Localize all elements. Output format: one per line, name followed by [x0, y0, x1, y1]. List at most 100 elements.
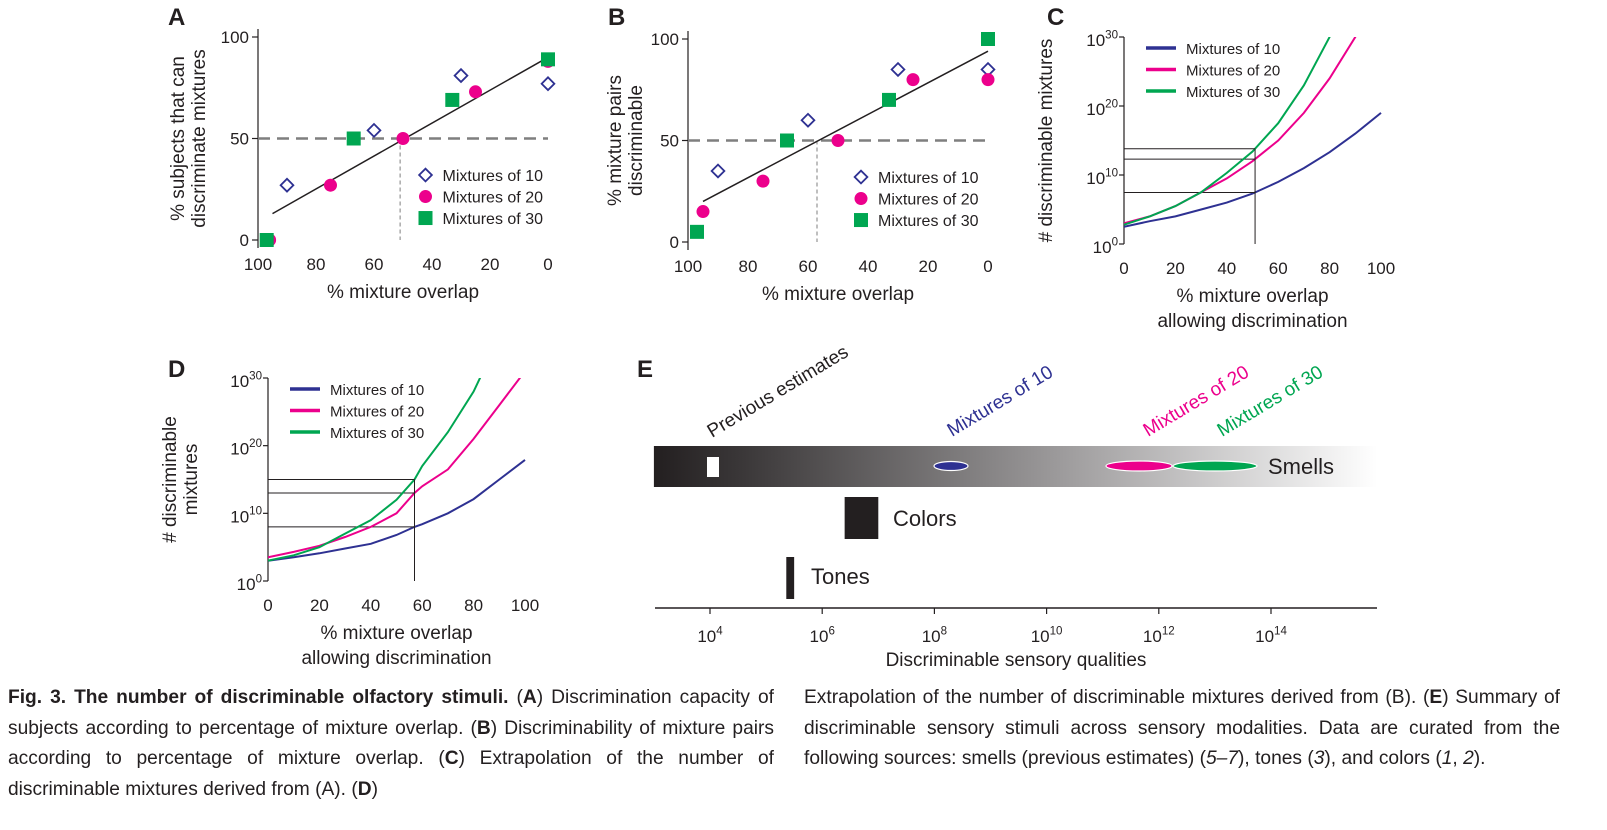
panel-a-ytick-label: 0 — [240, 231, 249, 250]
figure-caption-left: Fig. 3. The number of discriminable olfa… — [8, 687, 774, 800]
panel-b-point-mixtures-10 — [980, 61, 996, 78]
panel-a-scatter: 0 50 100 100 80 60 40 20 0 % mixture overlap % sub… — [168, 28, 556, 303]
figure-3: 0 50 100 100 80 60 40 20 0 % mixture overlap % sub… — [160, 4, 1395, 671]
panel-a-legend-1-marker — [417, 167, 434, 183]
panel-a-legend-2-marker — [419, 190, 432, 204]
panel-a-y-label-1: % subjects that can — [168, 56, 189, 221]
panel-c-line: 100 1010 1020 1030 0 20 40 60 80 100 % mixture ove… — [1036, 29, 1395, 332]
panel-b-y-label-1: % mixture pairs — [605, 75, 626, 206]
panel-b-point-mixtures-30 — [780, 133, 794, 148]
panel-e-xtick-label: 108 — [922, 625, 947, 646]
panel-d-series-1 — [268, 459, 526, 562]
panel-c-xtick-label: 60 — [1269, 259, 1288, 278]
panel-d-series-3 — [268, 378, 482, 562]
panel-e-tones-bar — [786, 557, 795, 599]
panel-e-x-label: Discriminable sensory qualities — [886, 650, 1147, 671]
panel-b-fit-line — [702, 50, 989, 203]
panel-a-legend-1-label: Mixtures of 10 — [443, 168, 544, 185]
panel-b-point-mixtures-30 — [690, 224, 704, 239]
panel-d-y-label-1: # discriminable — [160, 416, 181, 543]
panel-b-point-mixtures-20 — [696, 205, 710, 219]
panel-b-x-label: % mixture overlap — [762, 284, 914, 305]
panel-a-xtick-label: 100 — [244, 255, 272, 274]
panel-e-mixtures-30-marker — [1172, 460, 1258, 472]
panel-d-xtick-label: 60 — [413, 596, 432, 615]
panel-a-xtick-label: 0 — [543, 255, 552, 274]
panel-e-tones-label: Tones — [811, 564, 870, 589]
panel-b-legend-3-marker — [854, 213, 868, 228]
panel-b-scatter: 0 50 100 100 80 60 40 20 0 % mixture overlap % mix… — [605, 30, 996, 305]
panel-d-xtick-label: 40 — [361, 596, 380, 615]
panel-letter-d: D — [168, 356, 185, 383]
panel-d-y-label-2: mixtures — [181, 444, 202, 516]
panel-c-legend-1-label: Mixtures of 10 — [1186, 41, 1280, 58]
panel-a-point-mixtures-30 — [445, 92, 460, 107]
panel-a-point-mixtures-20 — [324, 178, 337, 192]
panel-d-legend-3-label: Mixtures of 30 — [330, 425, 424, 442]
panel-c-x-label-2: allowing discrimination — [1157, 311, 1347, 332]
panel-c-y-label-1: # discriminable mixtures — [1036, 39, 1057, 243]
panel-b-legend-2-label: Mixtures of 20 — [878, 192, 979, 209]
panel-a-xtick-label: 60 — [365, 255, 384, 274]
panel-c-series-1 — [1124, 112, 1382, 228]
panel-letter-b: B — [608, 4, 625, 31]
panel-b-ytick-label: 50 — [660, 132, 679, 151]
panel-e-colors-bar — [844, 497, 879, 539]
panel-d-ytick-label: 1020 — [230, 438, 262, 459]
panel-d-xtick-label: 0 — [263, 596, 272, 615]
panel-b-point-mixtures-10 — [800, 112, 816, 128]
panel-b-legend-1-marker — [853, 169, 869, 185]
panel-e-mixtures-10-marker — [933, 460, 969, 472]
panel-b-xtick-label: 40 — [859, 257, 878, 276]
panel-a-legend-3-marker — [418, 211, 433, 226]
panel-d-xtick-label: 80 — [464, 596, 483, 615]
panel-a-point-mixtures-10 — [540, 76, 556, 92]
panel-c-xtick-label: 80 — [1320, 259, 1339, 278]
panel-d-legend-1-label: Mixtures of 10 — [330, 382, 424, 399]
panel-c-xtick-label: 40 — [1217, 259, 1236, 278]
panel-b-xtick-label: 60 — [799, 257, 818, 276]
panel-b-xtick-label: 20 — [919, 257, 938, 276]
panel-d-x-label-1: % mixture overlap — [320, 623, 472, 644]
figure-caption-right: Extrapolation of the number of discrimin… — [804, 687, 1561, 769]
panel-b-point-mixtures-30 — [882, 92, 896, 107]
panel-a-point-mixtures-30 — [259, 233, 274, 247]
panel-e-range: 104 106 108 1010 1012 1014 Discriminable senso… — [653, 342, 1378, 671]
panel-c-ytick-label: 1030 — [1086, 29, 1118, 50]
panel-b-y-label-2: discriminable — [626, 85, 647, 196]
panel-c-legend-3-label: Mixtures of 30 — [1186, 84, 1280, 101]
panel-b-point-mixtures-10 — [710, 163, 726, 179]
panel-c-xtick-label: 0 — [1119, 259, 1128, 278]
panel-e-mixtures-20-marker — [1105, 460, 1173, 472]
panel-b-xtick-label: 100 — [674, 257, 702, 276]
panel-d-line: 100 1010 1020 1030 0 20 40 60 80 100 % mixture ove… — [160, 370, 539, 669]
panel-letter-a: A — [168, 4, 185, 31]
panel-e-mixtures-10-label: Mixtures of 10 — [944, 362, 1057, 441]
panel-e-previous-estimates-marker — [707, 457, 719, 477]
panel-e-previous-estimates-label: Previous estimates — [704, 342, 852, 443]
panel-e-colors-label: Colors — [893, 506, 957, 531]
panel-c-x-label-1: % mixture overlap — [1176, 286, 1328, 307]
panel-c-series-2 — [1124, 37, 1357, 225]
panel-d-series-2 — [268, 378, 522, 559]
panel-b-xtick-label: 0 — [983, 257, 992, 276]
panel-d-x-label-2: allowing discrimination — [301, 648, 491, 669]
panel-e-xtick-label: 104 — [697, 625, 723, 646]
panel-b-legend-1-label: Mixtures of 10 — [878, 170, 979, 187]
panel-d-xtick-label: 100 — [511, 596, 539, 615]
panel-b-legend-3-label: Mixtures of 30 — [878, 213, 979, 230]
panel-e-xtick-label: 1012 — [1143, 625, 1175, 646]
panel-b-point-mixtures-30 — [981, 32, 995, 46]
panel-e-smells-label: Smells — [1268, 454, 1334, 479]
panel-a-point-mixtures-10 — [366, 122, 382, 139]
panel-b-point-mixtures-20 — [756, 174, 770, 188]
panel-c-ytick-label: 100 — [1093, 236, 1118, 257]
panel-c-ytick-label: 1020 — [1086, 98, 1118, 119]
panel-a-y-label-2: discriminate mixtures — [189, 49, 210, 227]
panel-a-point-mixtures-10 — [453, 67, 469, 84]
panel-a-point-mixtures-20 — [396, 132, 410, 145]
panel-c-xtick-label: 20 — [1166, 259, 1185, 278]
panel-a-xtick-label: 40 — [423, 255, 442, 274]
panel-d-legend-2-label: Mixtures of 20 — [330, 404, 424, 421]
panel-a-fit-line — [272, 56, 549, 215]
